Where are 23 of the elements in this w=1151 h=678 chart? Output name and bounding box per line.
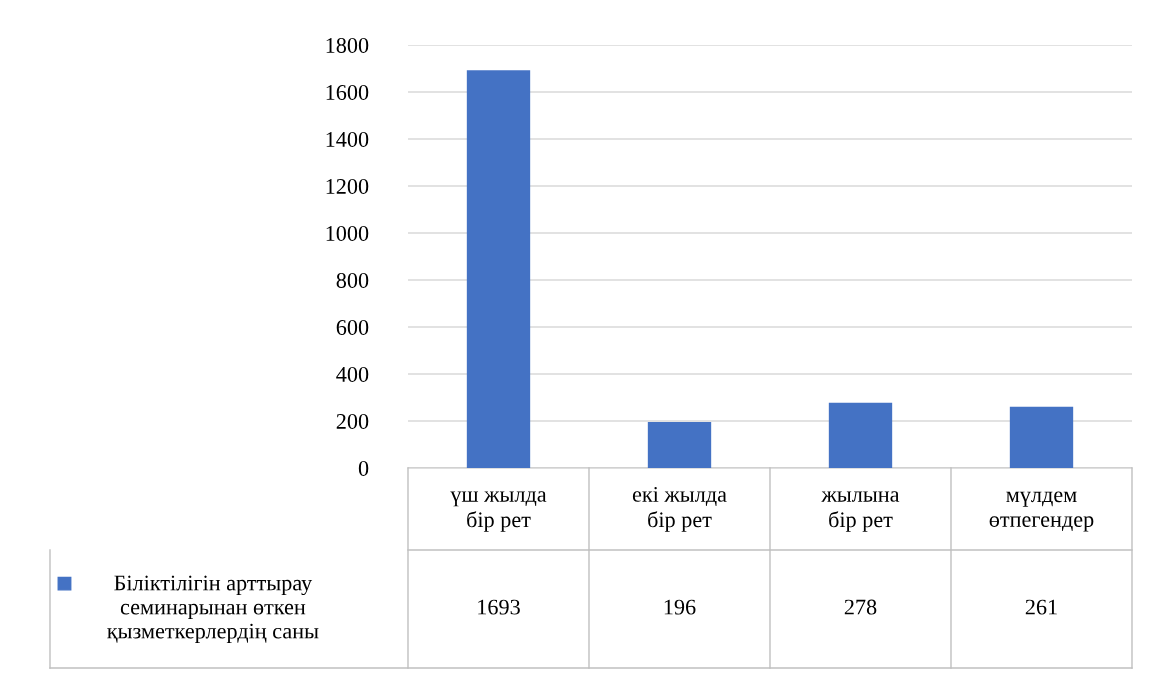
x-tick-label: мүлдем өтпегендер [989,491,1094,532]
data-label: 196 [664,599,696,615]
y-tick-label: 600 [336,319,369,335]
data-label: 278 [844,599,877,615]
x-tick-label: жылына бір рет [821,491,900,532]
x-tick-label: екі жылда бір рет [632,486,727,532]
y-tick-label: 1800 [326,37,369,53]
bar [828,402,893,468]
data-label: 1693 [478,599,520,615]
bar [1009,406,1074,468]
y-tick-label: 400 [336,366,369,382]
legend-label: Біліктілігін арттырау семинарынан өткен қызметкерлердің саны [107,575,319,644]
y-tick-label: 1400 [326,131,369,147]
y-tick-label: 800 [336,272,369,288]
bar [466,70,531,468]
y-tick-label: 0 [358,460,369,476]
y-tick-label: 1000 [326,225,369,241]
y-tick-label: 1200 [326,178,369,194]
y-tick-label: 200 [336,413,369,429]
y-tick-label: 1600 [326,84,369,100]
data-label: 261 [1025,599,1057,615]
bar [647,421,712,468]
x-tick-label: үш жылда бір рет [450,491,547,532]
